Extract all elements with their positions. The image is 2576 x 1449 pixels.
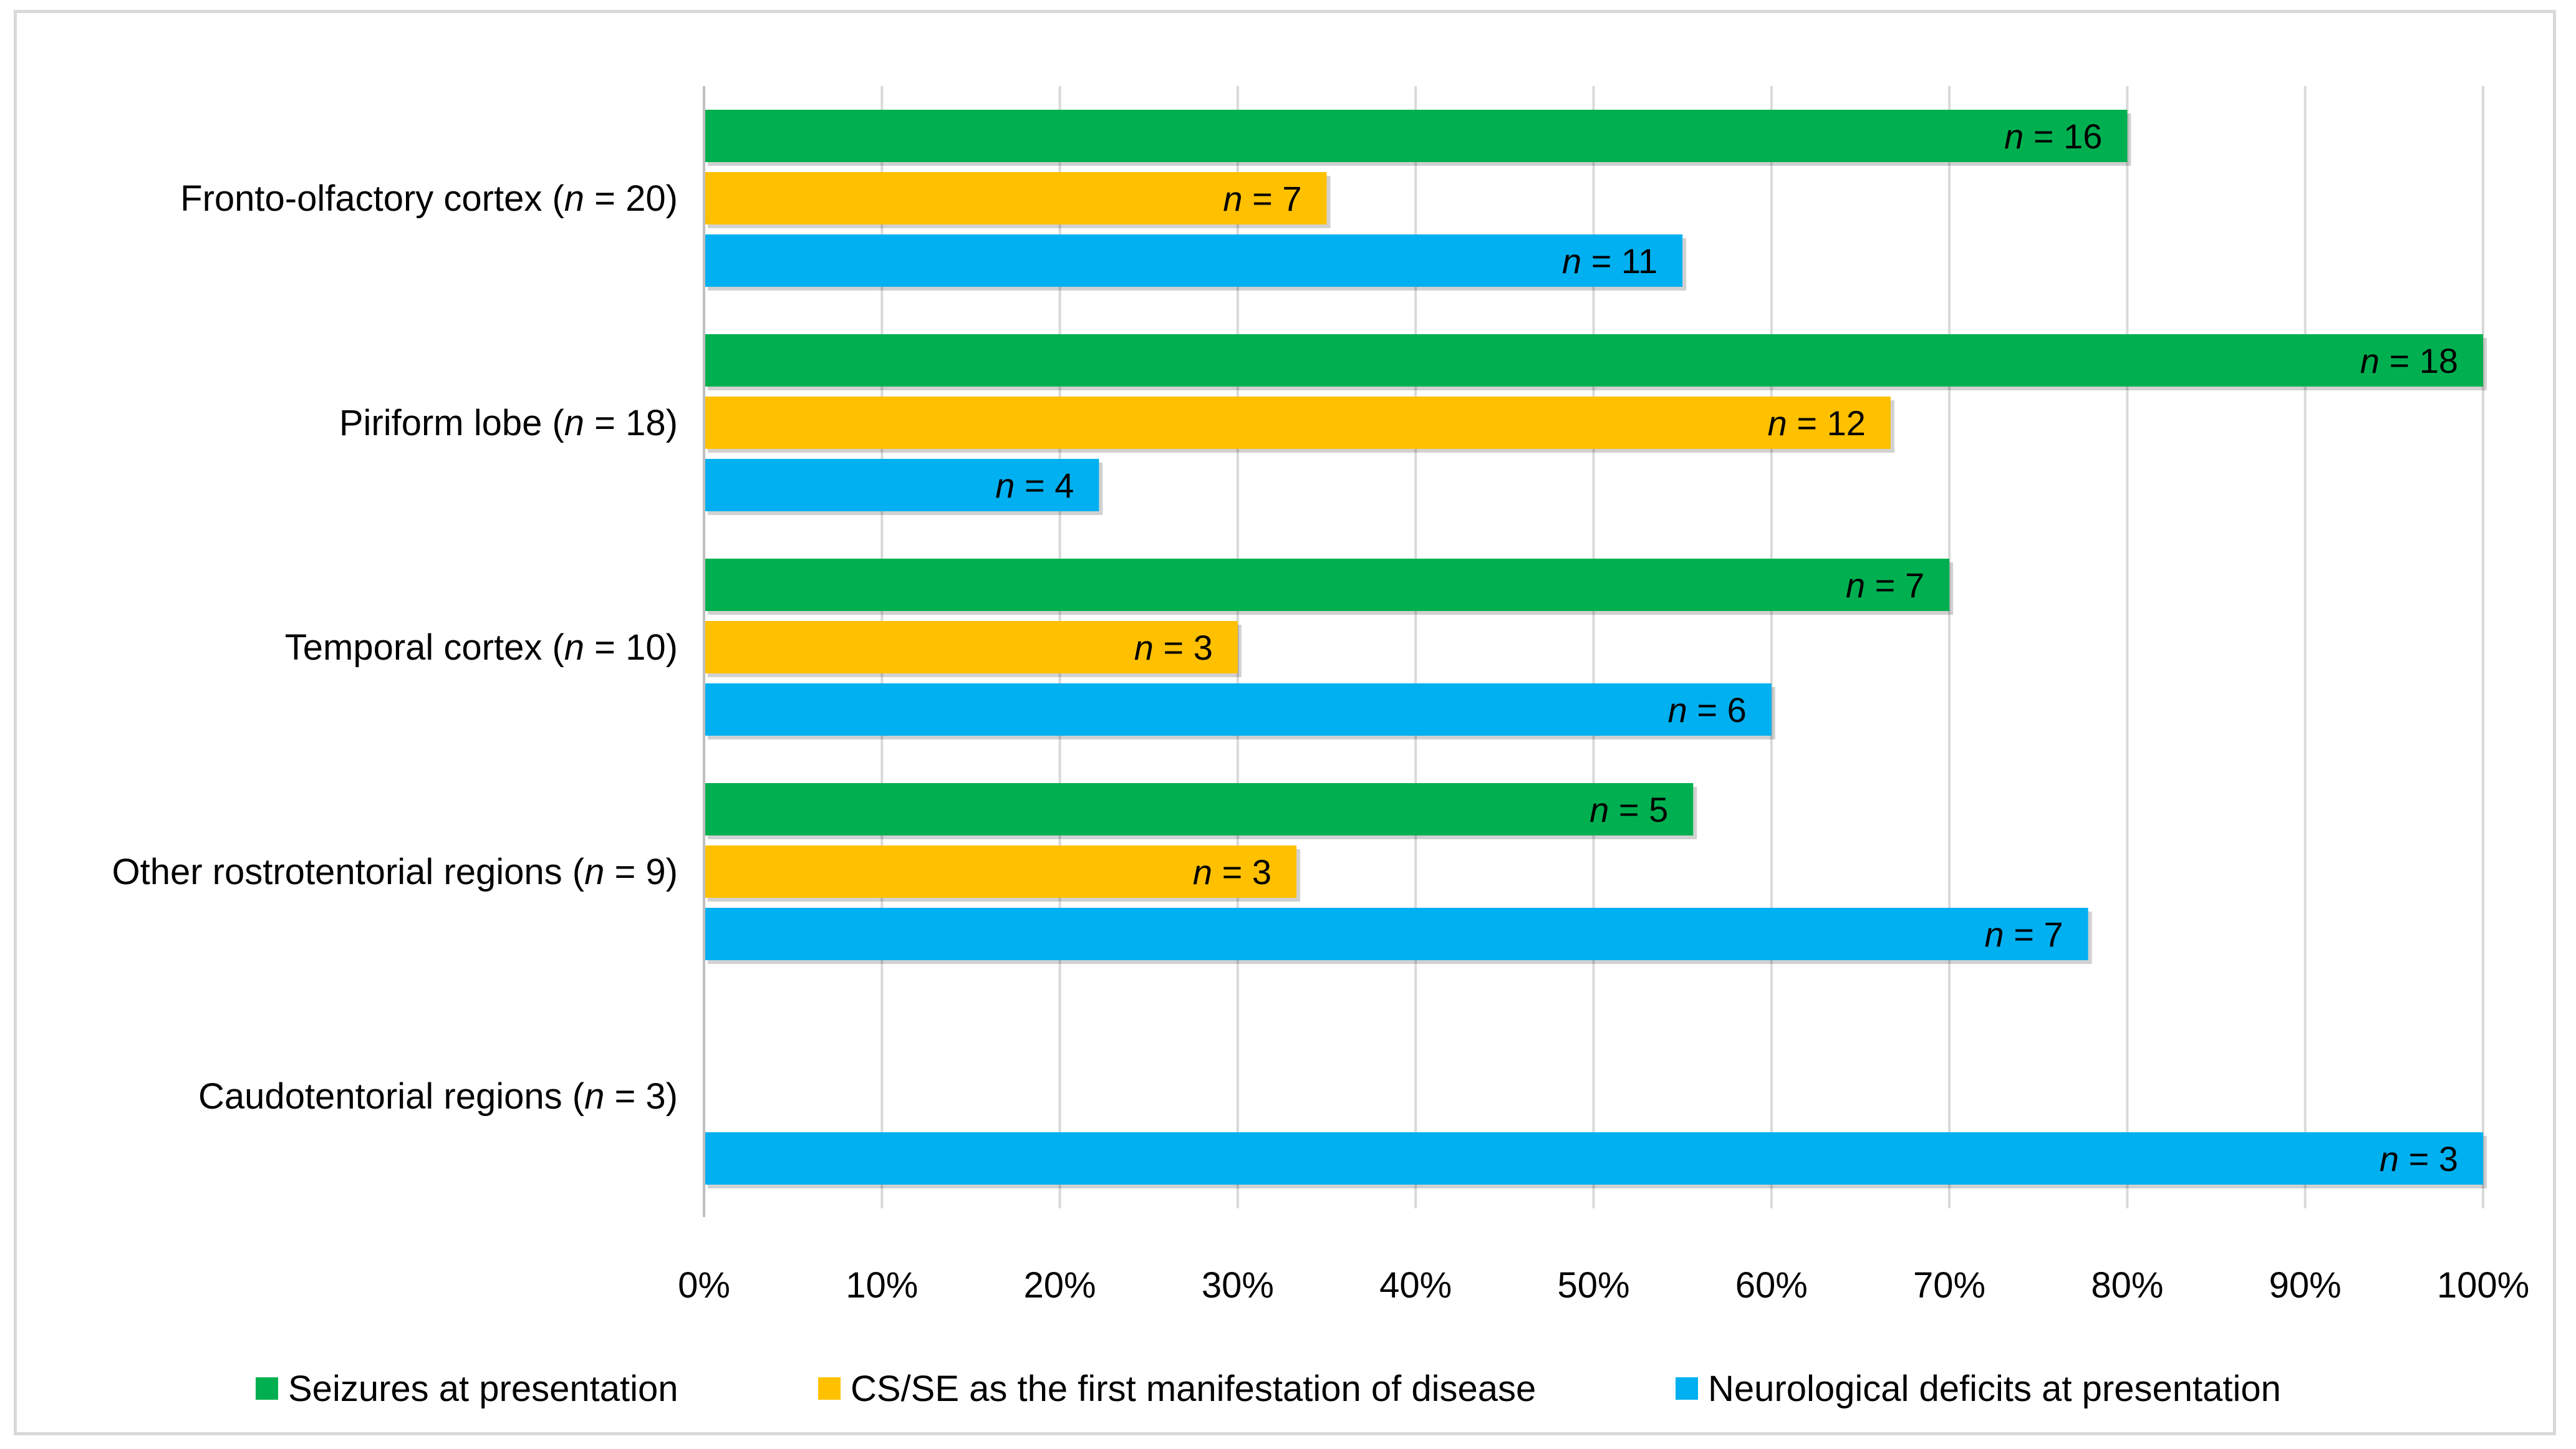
- category-label: Piriform lobe (n = 18): [339, 403, 678, 443]
- data-label: n = 3: [1134, 628, 1213, 667]
- legend-swatch: [1676, 1377, 1698, 1400]
- legend-label: Seizures at presentation: [288, 1369, 678, 1409]
- x-tick-label: 80%: [2091, 1265, 2163, 1306]
- x-tick-label: 20%: [1024, 1265, 1096, 1306]
- category-label: Other rostrotentorial regions (n = 9): [112, 852, 678, 892]
- data-label: n = 5: [1589, 790, 1668, 829]
- bar-seizures-at-presentation: [704, 783, 1694, 835]
- bars: [704, 110, 2487, 1188]
- x-tick-label: 0%: [678, 1265, 730, 1306]
- x-tick-label: 70%: [1913, 1265, 1985, 1306]
- bar-seizures-at-presentation: [704, 334, 2483, 387]
- bar-seizures-at-presentation: [704, 559, 1950, 611]
- bar-cs-se-as-the-first-manifestation-of-disease: [704, 397, 1891, 449]
- x-tick-label: 30%: [1202, 1265, 1274, 1306]
- data-label: n = 16: [2004, 117, 2102, 156]
- legend: Seizures at presentation CS/SE as the fir…: [256, 1369, 2281, 1409]
- chart-frame: 0% 10% 20% 30% 40% 50% 60% 70% 80% 90% 100% Fronto…: [14, 10, 2556, 1435]
- data-label: n = 11: [1562, 241, 1657, 281]
- category-label: Temporal cortex (n = 10): [285, 627, 678, 668]
- data-label: n = 7: [1985, 915, 2063, 954]
- legend-label: Neurological deficits at presentation: [1708, 1369, 2281, 1409]
- data-label: n = 4: [995, 466, 1074, 505]
- bar-neurological-deficits-at-presentation: [704, 1132, 2483, 1185]
- legend-swatch: [256, 1377, 278, 1400]
- bar-neurological-deficits-at-presentation: [704, 908, 2088, 960]
- data-label: n = 6: [1668, 690, 1747, 729]
- x-tick-label: 10%: [846, 1265, 918, 1306]
- data-label: n = 12: [1768, 403, 1866, 443]
- legend-swatch: [818, 1377, 841, 1400]
- x-tick-label: 50%: [1557, 1265, 1629, 1306]
- bar-neurological-deficits-at-presentation: [704, 459, 1099, 511]
- labels: Fronto-olfactory cortex (n = 20) n = 16 n …: [112, 117, 2458, 1178]
- bar-neurological-deficits-at-presentation: [704, 234, 1683, 287]
- data-label: n = 3: [2380, 1139, 2458, 1178]
- x-tick-label: 90%: [2269, 1265, 2342, 1306]
- bar-chart: 0% 10% 20% 30% 40% 50% 60% 70% 80% 90% 100% Fronto…: [112, 86, 2529, 1409]
- axes: 0% 10% 20% 30% 40% 50% 60% 70% 80% 90% 100%: [678, 86, 2529, 1306]
- legend-label: CS/SE as the first manifestation of dise…: [851, 1369, 1536, 1409]
- data-label: n = 7: [1223, 179, 1301, 218]
- data-label: n = 7: [1846, 566, 1924, 605]
- x-tick-label: 100%: [2437, 1265, 2529, 1306]
- bar-cs-se-as-the-first-manifestation-of-disease: [704, 621, 1238, 673]
- category-label: Fronto-olfactory cortex (n = 20): [180, 178, 678, 219]
- data-label: n = 3: [1193, 852, 1271, 892]
- data-label: n = 18: [2360, 341, 2458, 380]
- x-tick-label: 40%: [1379, 1265, 1452, 1306]
- bar-seizures-at-presentation: [704, 110, 2128, 162]
- bar-cs-se-as-the-first-manifestation-of-disease: [704, 845, 1297, 898]
- bar-cs-se-as-the-first-manifestation-of-disease: [704, 172, 1327, 224]
- category-label: Caudotentorial regions (n = 3): [198, 1076, 678, 1117]
- bar-neurological-deficits-at-presentation: [704, 683, 1772, 736]
- x-tick-label: 60%: [1735, 1265, 1808, 1306]
